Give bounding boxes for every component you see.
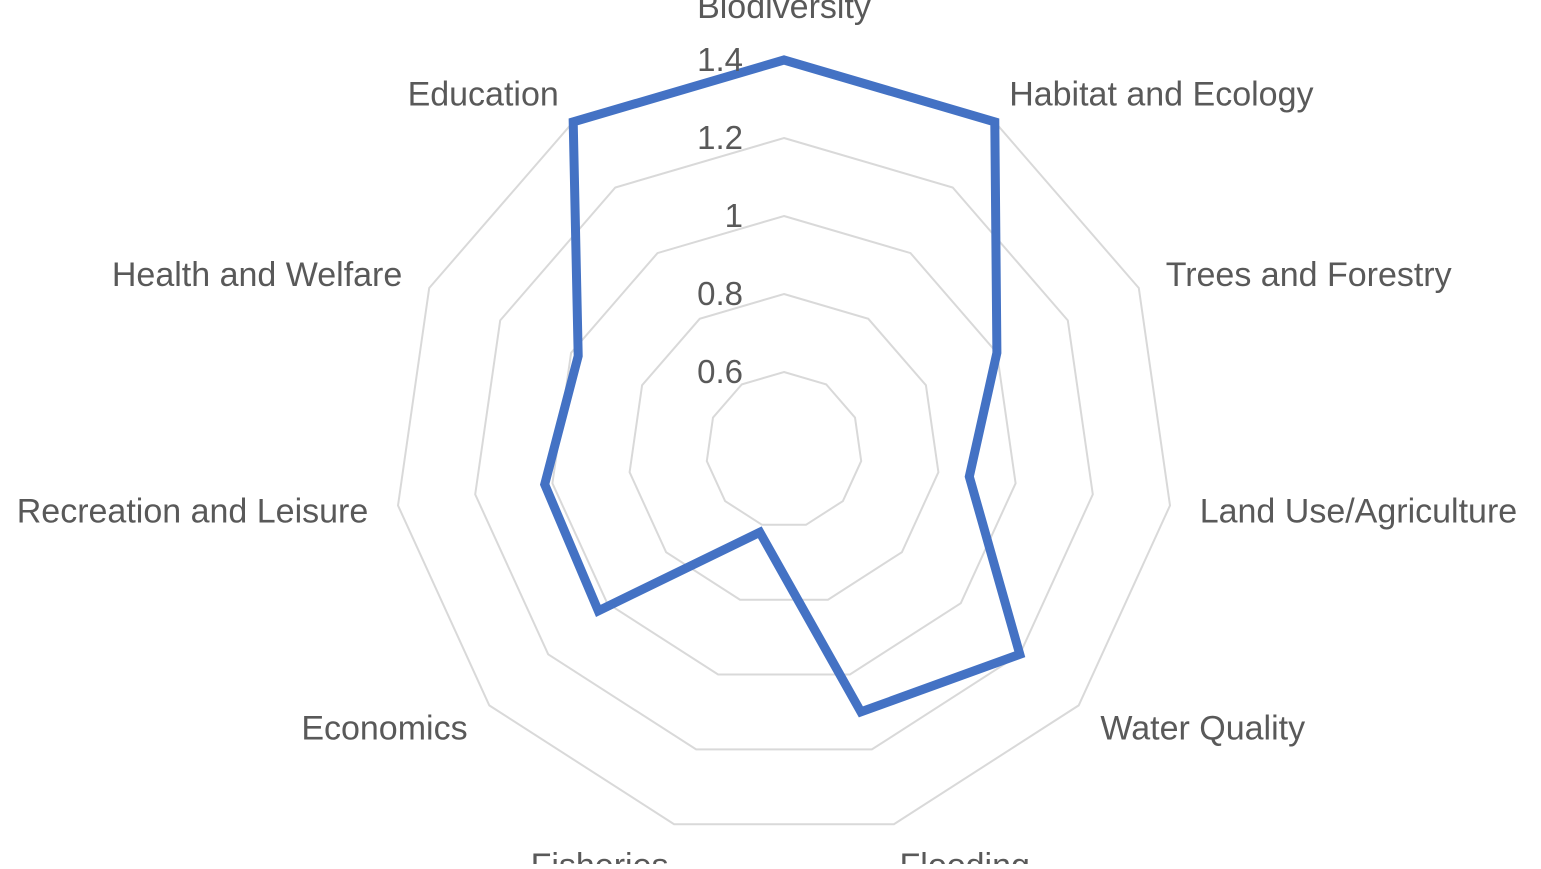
gridline-ring [551, 214, 1017, 676]
gridline-ring [396, 58, 1172, 826]
category-label-flooding: Flooding [900, 847, 1030, 864]
category-label-water-quality: Water Quality [1100, 710, 1305, 748]
category-label-recreation-and-leisure: Recreation and Leisure [17, 492, 369, 530]
category-label-biodiversity: Biodiversity [697, 0, 871, 26]
category-label-trees-and-forestry: Trees and Forestry [1166, 256, 1452, 294]
category-label-fisheries: Fisheries [531, 847, 669, 864]
category-label-health-and-welfare: Health and Welfare [112, 256, 402, 294]
tick-label: 1.2 [697, 119, 743, 156]
series-layer [539, 55, 1026, 718]
gridline-ring [628, 292, 940, 601]
tick-label: 1 [725, 197, 743, 234]
category-label-habitat-and-ecology: Habitat and Ecology [1009, 75, 1313, 113]
category-label-land-use-agriculture: Land Use/Agriculture [1200, 492, 1518, 530]
grid-layer [396, 58, 1172, 826]
series-line [539, 55, 1026, 718]
gridline-ring [705, 370, 863, 526]
category-label-layer: Biodiversity Habitat and Ecology Trees and… [17, 0, 1518, 869]
gridline-ring [474, 136, 1094, 751]
tick-label: 0.8 [697, 275, 743, 312]
tick-label-layer: 0.6 0.8 1 1.2 1.4 [697, 41, 743, 390]
category-label-economics: Economics [301, 710, 467, 748]
category-label-education: Education [408, 75, 559, 113]
tick-label: 1.4 [697, 41, 743, 78]
tick-label: 0.6 [697, 353, 743, 390]
